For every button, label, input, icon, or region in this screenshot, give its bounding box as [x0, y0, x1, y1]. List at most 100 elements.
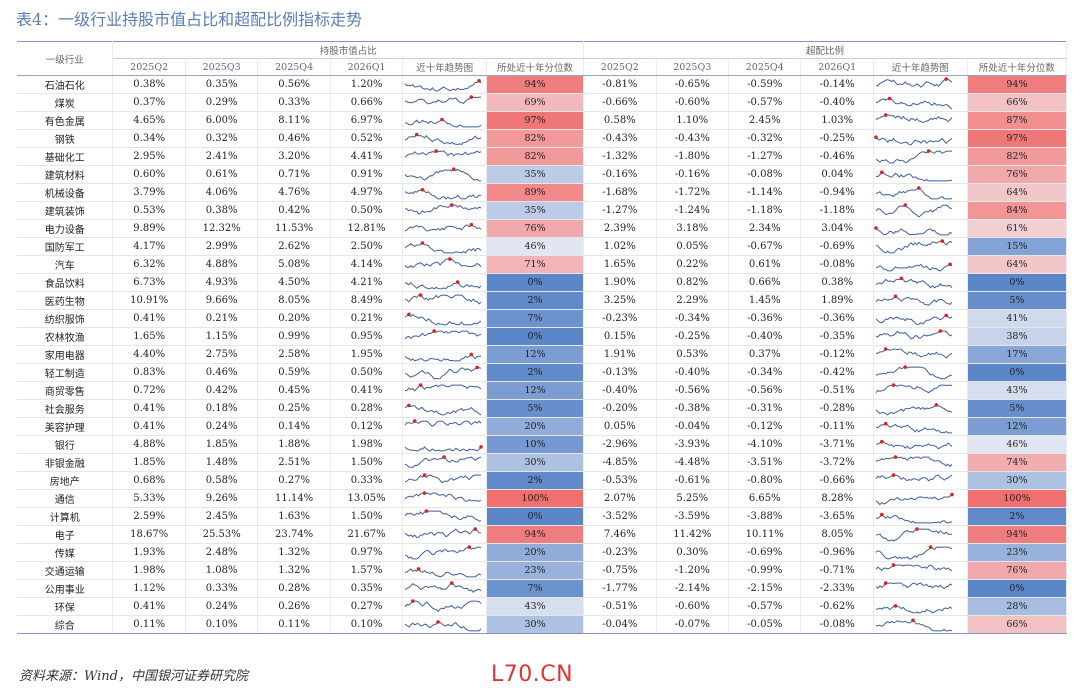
sparkline-chart — [405, 382, 482, 392]
holding-value: 4.76% — [257, 183, 331, 202]
holding-trend-cell — [402, 111, 488, 130]
sparkline-chart — [405, 490, 482, 502]
sparkline-max-dot — [479, 444, 484, 449]
sparkline-max-dot — [903, 364, 907, 369]
holding-value: 0.33% — [257, 93, 331, 112]
industry-name: 食品饮料 — [17, 273, 114, 292]
sparkline-max-dot — [891, 472, 896, 477]
holding-value: 0.95% — [330, 327, 404, 346]
holding-value: 1.32% — [257, 561, 331, 580]
overweight-trend-cell — [873, 219, 968, 238]
table-row: 电子 18.67% 25.53% 23.74% 21.67% 94% 7.46% 11.42%… — [17, 525, 1068, 544]
overweight-value: 3.18% — [656, 219, 730, 238]
sparkline-max-dot — [874, 225, 878, 230]
holding-value: 0.20% — [257, 309, 331, 328]
table-row: 医药生物 10.91% 9.66% 8.05% 8.49% 2% 3.25% 2.29% 1.4… — [17, 291, 1068, 310]
holding-value: 0.38% — [185, 201, 259, 220]
holding-value: 4.50% — [257, 273, 331, 292]
overweight-value: -0.14% — [800, 75, 874, 94]
sparkline-path — [405, 620, 482, 631]
overweight-percentile: 17% — [967, 345, 1068, 364]
overweight-value: 8.05% — [800, 525, 874, 544]
sparkline-path — [404, 353, 482, 361]
sparkline-chart — [405, 202, 482, 214]
sparkline-max-dot — [938, 328, 943, 333]
sparkline-path — [875, 474, 953, 481]
holding-trend-cell — [402, 579, 488, 598]
header-quarter: 2025Q2 — [583, 58, 657, 76]
overweight-value: 10.11% — [728, 525, 802, 544]
holding-trend-cell — [402, 183, 488, 202]
holding-trend-cell — [402, 507, 488, 526]
overweight-percentile: 2% — [967, 507, 1068, 526]
industry-name: 电力设备 — [17, 219, 114, 238]
overweight-value: 0.53% — [656, 345, 730, 364]
holding-value: 4.06% — [185, 183, 259, 202]
overweight-percentile: 43% — [967, 381, 1068, 400]
overweight-trend-cell — [873, 165, 968, 184]
holding-percentile: 82% — [486, 147, 585, 166]
overweight-percentile: 5% — [967, 291, 1068, 310]
sparkline-path — [405, 567, 482, 577]
overweight-value: -4.48% — [656, 453, 730, 472]
overweight-percentile: 100% — [967, 489, 1068, 508]
sparkline-chart — [875, 382, 953, 393]
sparkline-path — [404, 258, 482, 268]
sparkline-max-dot — [475, 365, 480, 369]
sparkline-path — [875, 422, 952, 433]
overweight-value: 0.05% — [656, 237, 730, 256]
sparkline-path — [405, 581, 482, 593]
overweight-value: -1.24% — [656, 201, 730, 220]
overweight-trend-cell — [873, 525, 968, 544]
holding-value: 2.75% — [185, 345, 259, 364]
holding-value: 1.20% — [330, 75, 404, 94]
overweight-trend-cell — [873, 111, 968, 130]
holding-value: 0.26% — [257, 597, 331, 616]
holding-value: 8.05% — [257, 291, 331, 310]
holding-value: 0.66% — [330, 93, 404, 112]
sparkline-chart — [875, 454, 953, 467]
table-row: 轻工制造 0.83% 0.46% 0.59% 0.50% 2% -0.13% -0.40% -0… — [17, 363, 1068, 382]
industry-name: 交通运输 — [17, 561, 114, 580]
table-row: 有色金属 4.65% 6.00% 8.11% 6.97% 97% 0.58% 1.10% 2.4… — [17, 111, 1068, 130]
holding-percentile: 10% — [486, 435, 585, 454]
industry-name: 石油石化 — [17, 75, 114, 94]
sparkline-max-dot — [879, 170, 884, 174]
holding-value: 1.63% — [257, 507, 331, 526]
sparkline-chart — [405, 454, 482, 468]
holding-value: 13.05% — [330, 489, 404, 508]
holding-value: 3.79% — [112, 183, 186, 202]
holding-value: 12.81% — [330, 219, 404, 238]
holding-trend-cell — [402, 255, 488, 274]
sparkline-max-dot — [419, 292, 423, 297]
sparkline-path — [875, 97, 953, 109]
overweight-value: 2.29% — [656, 291, 730, 310]
table-row: 交通运输 1.98% 1.08% 1.32% 1.57% 23% -0.75% -1.20% -… — [17, 561, 1068, 580]
sparkline-max-dot — [469, 94, 474, 99]
table-row: 食品饮料 6.73% 4.93% 4.50% 4.21% 0% 1.90% 0.82% 0.66… — [17, 273, 1068, 292]
sparkline-chart — [875, 294, 953, 306]
overweight-trend-cell — [873, 561, 968, 580]
overweight-trend-cell — [873, 417, 968, 436]
overweight-value: -0.20% — [583, 399, 657, 418]
overweight-percentile: 64% — [967, 255, 1068, 274]
overweight-value: -1.32% — [583, 147, 657, 166]
holding-value: 0.38% — [112, 75, 186, 94]
holding-value: 2.59% — [112, 507, 186, 526]
overweight-value: -0.40% — [800, 93, 874, 112]
table-title: 表4：一级行业持股市值占比和超配比例指标走势 — [16, 10, 363, 29]
sparkline-chart — [404, 328, 482, 339]
overweight-trend-cell — [873, 183, 968, 202]
overweight-value: 1.10% — [656, 111, 730, 130]
header-trend: 近十年趋势图 — [402, 58, 488, 76]
overweight-trend-cell — [873, 291, 968, 310]
overweight-value: -0.62% — [800, 597, 874, 616]
industry-name: 电子 — [17, 525, 114, 544]
table-row: 汽车 6.32% 4.88% 5.08% 4.14% 71% 1.65% 0.22% 0.61%… — [17, 255, 1068, 274]
holding-value: 6.97% — [330, 111, 404, 130]
header-industry: 一级行业 — [17, 41, 114, 76]
overweight-value: 3.04% — [800, 219, 874, 238]
overweight-percentile: 94% — [967, 525, 1068, 544]
holding-value: 0.29% — [185, 93, 259, 112]
holding-value: 1.48% — [185, 453, 259, 472]
